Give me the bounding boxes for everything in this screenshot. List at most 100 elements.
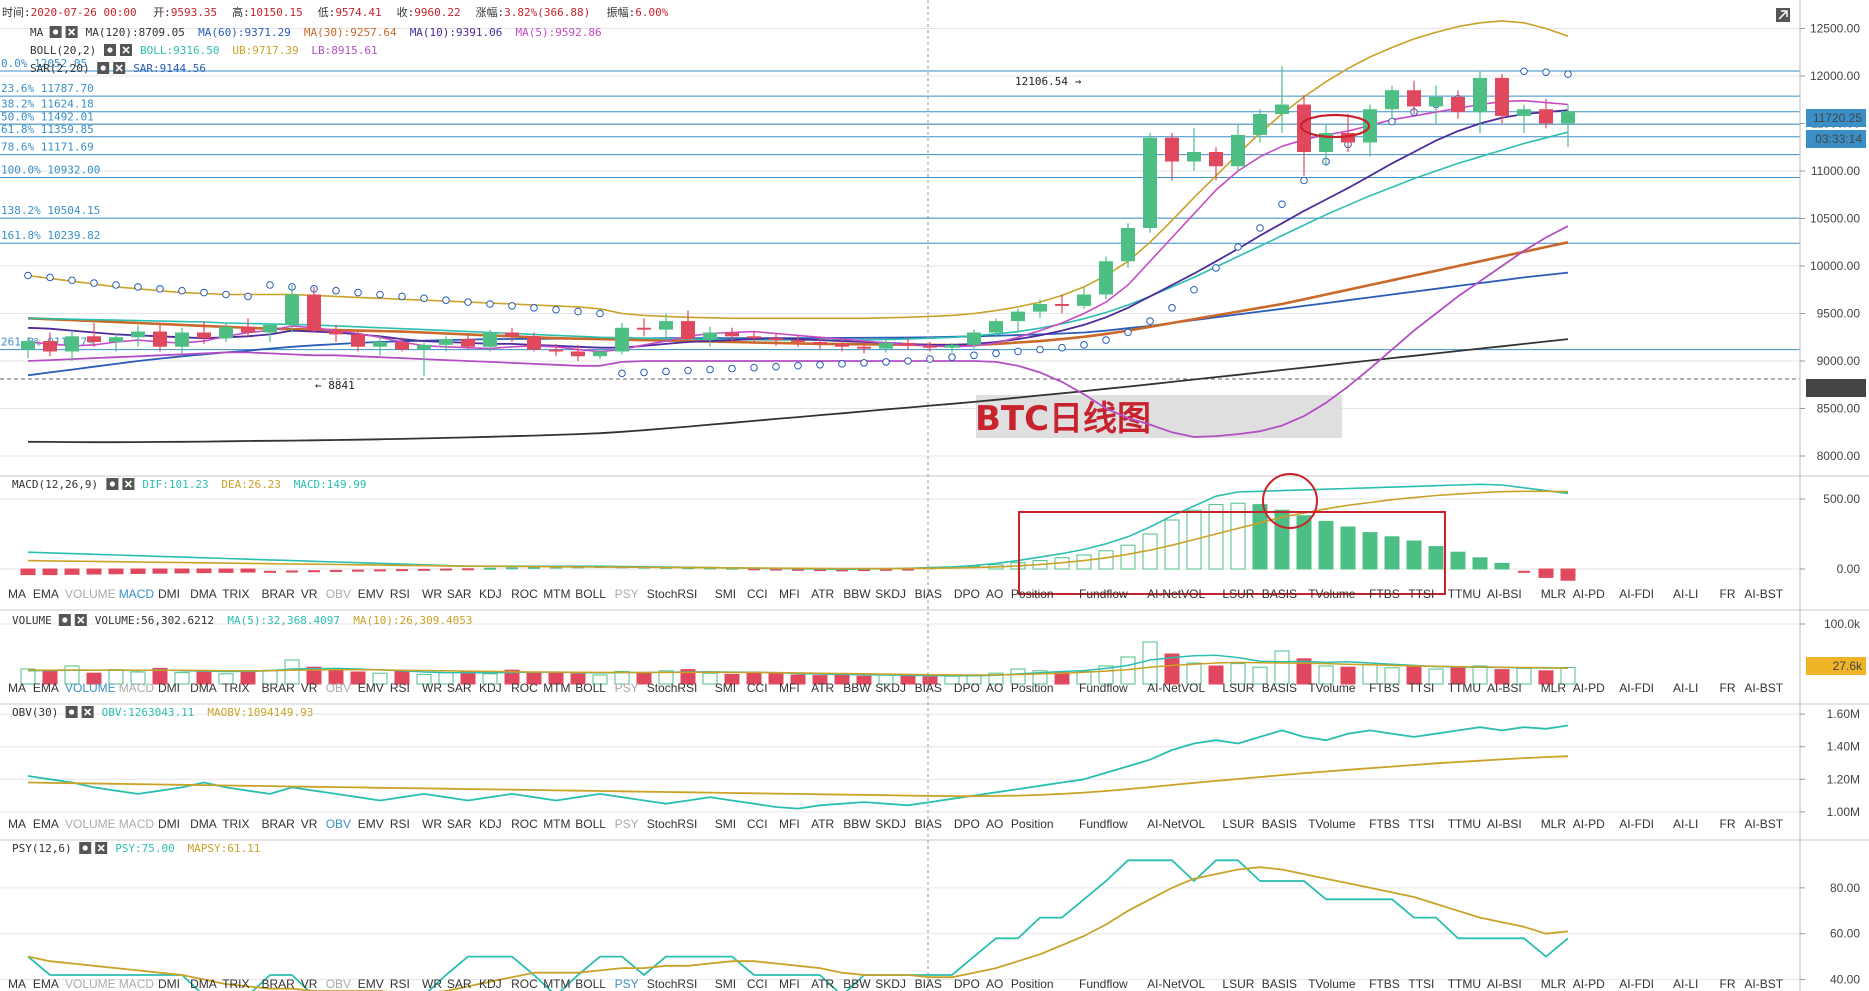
indicator-tab[interactable]: DMA bbox=[190, 977, 217, 991]
indicator-tab[interactable]: FR bbox=[1720, 681, 1736, 695]
indicator-tab[interactable]: KDJ bbox=[479, 681, 502, 695]
indicator-tab[interactable]: AO bbox=[986, 587, 1003, 601]
indicator-tab-row[interactable]: MA EMA VOLUME MACD DMI DMA TRIX BRAR VR OBV EMV RSI… bbox=[8, 977, 1784, 991]
candle[interactable] bbox=[219, 323, 233, 342]
fullscreen-icon[interactable] bbox=[1776, 8, 1790, 22]
candle[interactable] bbox=[1517, 104, 1531, 134]
indicator-tab[interactable]: TTSI bbox=[1408, 587, 1434, 601]
candle[interactable] bbox=[1099, 256, 1113, 300]
indicator-tab[interactable]: MLR bbox=[1541, 587, 1567, 601]
indicator-tab[interactable]: EMA bbox=[33, 681, 59, 695]
indicator-tab-row[interactable]: MA EMA VOLUME MACD DMI DMA TRIX BRAR VR OBV EMV RSI… bbox=[8, 587, 1784, 601]
indicator-tab[interactable]: EMA bbox=[33, 817, 59, 831]
indicator-tab[interactable]: AI-PD bbox=[1573, 681, 1605, 695]
indicator-tab[interactable]: BIAS bbox=[915, 977, 942, 991]
indicator-tab[interactable]: SAR bbox=[447, 817, 472, 831]
candle[interactable] bbox=[1297, 95, 1311, 176]
indicator-tab[interactable]: MA bbox=[8, 817, 26, 831]
close-icon[interactable] bbox=[95, 842, 108, 854]
indicator-tab[interactable]: DPO bbox=[954, 587, 980, 601]
indicator-tab[interactable]: FTBS bbox=[1369, 681, 1400, 695]
candle[interactable] bbox=[1121, 223, 1135, 268]
indicator-tab[interactable]: KDJ bbox=[479, 817, 502, 831]
indicator-tab[interactable]: AI-BST bbox=[1744, 587, 1783, 601]
candle[interactable] bbox=[1033, 299, 1047, 319]
indicator-tab[interactable]: CCI bbox=[747, 681, 768, 695]
indicator-tab[interactable]: DMI bbox=[158, 587, 180, 601]
indicator-tab[interactable]: EMA bbox=[33, 977, 59, 991]
indicator-tab[interactable]: SKDJ bbox=[875, 587, 906, 601]
indicator-tab[interactable]: VR bbox=[301, 977, 318, 991]
indicator-tab[interactable]: ATR bbox=[811, 977, 834, 991]
indicator-tab[interactable]: MA bbox=[8, 977, 26, 991]
indicator-tab[interactable]: DMI bbox=[158, 817, 180, 831]
indicator-tab[interactable]: WR bbox=[422, 681, 442, 695]
indicator-tab[interactable]: VOLUME bbox=[65, 587, 116, 601]
indicator-tab[interactable]: BOLL bbox=[575, 681, 606, 695]
candle[interactable] bbox=[1495, 74, 1509, 124]
indicator-tab[interactable]: VOLUME bbox=[65, 977, 116, 991]
indicator-tab[interactable]: RSI bbox=[390, 681, 410, 695]
indicator-tab[interactable]: DMA bbox=[190, 587, 217, 601]
candle[interactable] bbox=[857, 342, 871, 354]
candle[interactable] bbox=[615, 323, 629, 355]
indicator-tab[interactable]: MTM bbox=[543, 817, 570, 831]
indicator-tab[interactable]: MFI bbox=[779, 817, 800, 831]
close-icon[interactable] bbox=[113, 62, 126, 74]
candle[interactable] bbox=[1165, 133, 1179, 181]
indicator-tab[interactable]: Position bbox=[1011, 587, 1054, 601]
indicator-tab[interactable]: Position bbox=[1011, 977, 1054, 991]
indicator-tab[interactable]: SKDJ bbox=[875, 977, 906, 991]
gear-icon[interactable] bbox=[106, 478, 119, 490]
candle[interactable] bbox=[1429, 85, 1443, 124]
candle[interactable] bbox=[1055, 294, 1069, 314]
candle[interactable] bbox=[439, 336, 453, 352]
indicator-tab[interactable]: TRIX bbox=[222, 817, 249, 831]
candle[interactable] bbox=[1319, 123, 1333, 167]
indicator-tab[interactable]: DMI bbox=[158, 681, 180, 695]
candle[interactable] bbox=[945, 342, 959, 353]
candle[interactable] bbox=[1385, 85, 1399, 119]
candle[interactable] bbox=[483, 329, 497, 352]
candle[interactable] bbox=[351, 330, 365, 352]
indicator-tab[interactable]: SAR bbox=[447, 681, 472, 695]
indicator-tab[interactable]: AI-LI bbox=[1673, 817, 1698, 831]
gear-icon[interactable] bbox=[104, 44, 116, 56]
indicator-tab[interactable]: SMI bbox=[715, 681, 736, 695]
candle[interactable] bbox=[593, 349, 607, 360]
indicator-tab[interactable]: DMA bbox=[190, 817, 217, 831]
indicator-tab[interactable]: ATR bbox=[811, 681, 834, 695]
indicator-tab[interactable]: Position bbox=[1011, 681, 1054, 695]
indicator-tab[interactable]: BASIS bbox=[1262, 817, 1297, 831]
indicator-tab[interactable]: BOLL bbox=[575, 817, 606, 831]
indicator-tab[interactable]: RSI bbox=[390, 977, 410, 991]
indicator-tab[interactable]: PSY bbox=[615, 817, 639, 831]
indicator-tab[interactable]: TVolume bbox=[1308, 817, 1356, 831]
indicator-tab[interactable]: AI-FDI bbox=[1619, 587, 1654, 601]
indicator-tab[interactable]: AI-LI bbox=[1673, 977, 1698, 991]
indicator-tab[interactable]: MACD bbox=[119, 817, 155, 831]
candle[interactable] bbox=[1209, 147, 1223, 181]
candle[interactable] bbox=[87, 323, 101, 347]
gear-icon[interactable] bbox=[65, 706, 78, 718]
candle[interactable] bbox=[967, 329, 981, 349]
candle[interactable] bbox=[373, 336, 387, 356]
indicator-tab[interactable]: BRAR bbox=[262, 817, 296, 831]
indicator-tab[interactable]: StochRSI bbox=[647, 681, 698, 695]
candle[interactable] bbox=[747, 331, 761, 344]
indicator-tab[interactable]: RSI bbox=[390, 817, 410, 831]
indicator-tab[interactable]: BASIS bbox=[1262, 977, 1297, 991]
indicator-tab[interactable]: BIAS bbox=[915, 817, 942, 831]
indicator-tab[interactable]: StochRSI bbox=[647, 977, 698, 991]
candle[interactable] bbox=[989, 318, 1003, 338]
candle[interactable] bbox=[395, 337, 409, 352]
indicator-tab[interactable]: BRAR bbox=[262, 977, 296, 991]
candle[interactable] bbox=[329, 324, 343, 342]
candle[interactable] bbox=[109, 334, 123, 352]
indicator-tab[interactable]: KDJ bbox=[479, 587, 502, 601]
indicator-tab[interactable]: ROC bbox=[511, 681, 538, 695]
indicator-tab[interactable]: RSI bbox=[390, 587, 410, 601]
indicator-tab[interactable]: MFI bbox=[779, 587, 800, 601]
indicator-tab[interactable]: TVolume bbox=[1308, 587, 1356, 601]
indicator-tab[interactable]: AI-NetVOL bbox=[1147, 817, 1205, 831]
